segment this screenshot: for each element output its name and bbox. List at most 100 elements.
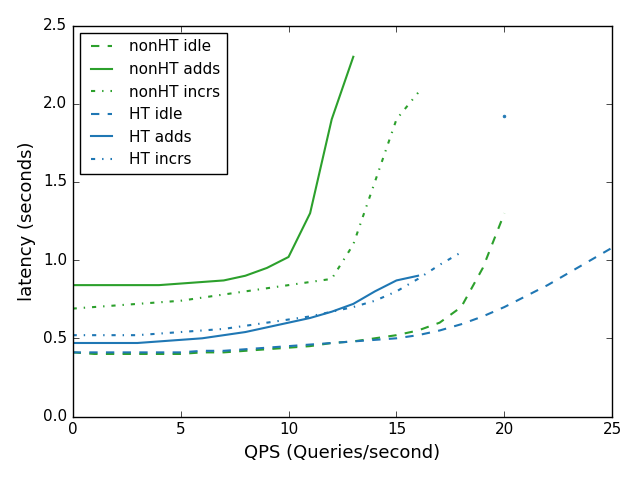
HT idle: [177, 349, 184, 355]
HT incrs: [220, 326, 228, 332]
HT idle: [68, 349, 76, 355]
HT incrs: [241, 323, 249, 329]
nonHT idle: [328, 340, 335, 346]
nonHT idle: [414, 327, 422, 333]
HT adds: [328, 309, 335, 314]
nonHT adds: [90, 282, 98, 288]
HT adds: [241, 329, 249, 335]
HT idle: [522, 293, 530, 299]
HT incrs: [392, 288, 400, 294]
HT idle: [349, 338, 357, 344]
nonHT adds: [328, 117, 335, 122]
nonHT incrs: [241, 288, 249, 294]
nonHT adds: [263, 265, 271, 271]
nonHT incrs: [285, 282, 292, 288]
HT idle: [241, 347, 249, 352]
HT adds: [90, 340, 98, 346]
HT idle: [587, 257, 595, 263]
nonHT incrs: [414, 90, 422, 96]
nonHT incrs: [220, 292, 228, 298]
HT incrs: [112, 332, 120, 338]
nonHT idle: [112, 351, 120, 357]
nonHT incrs: [371, 179, 379, 185]
nonHT incrs: [155, 300, 163, 305]
nonHT idle: [177, 351, 184, 357]
HT adds: [177, 337, 184, 343]
HT idle: [155, 349, 163, 355]
nonHT incrs: [307, 279, 314, 285]
HT idle: [479, 313, 486, 319]
nonHT incrs: [177, 298, 184, 304]
nonHT incrs: [392, 117, 400, 122]
Line: HT incrs: HT incrs: [72, 252, 461, 335]
HT incrs: [414, 276, 422, 282]
nonHT adds: [134, 282, 141, 288]
HT incrs: [436, 262, 444, 268]
nonHT incrs: [263, 286, 271, 291]
HT idle: [285, 343, 292, 349]
HT incrs: [371, 298, 379, 304]
HT incrs: [285, 317, 292, 323]
nonHT adds: [198, 279, 206, 285]
nonHT idle: [241, 348, 249, 354]
HT adds: [414, 273, 422, 278]
nonHT adds: [112, 282, 120, 288]
HT idle: [90, 349, 98, 355]
HT incrs: [349, 304, 357, 310]
nonHT idle: [479, 265, 486, 271]
HT idle: [263, 345, 271, 350]
Line: nonHT idle: nonHT idle: [72, 213, 504, 354]
nonHT idle: [371, 336, 379, 341]
HT idle: [609, 245, 616, 251]
nonHT idle: [134, 351, 141, 357]
HT idle: [414, 332, 422, 338]
Y-axis label: latency (seconds): latency (seconds): [18, 141, 36, 301]
nonHT adds: [285, 254, 292, 260]
nonHT idle: [263, 347, 271, 352]
Line: HT idle: HT idle: [72, 248, 612, 352]
nonHT incrs: [134, 301, 141, 307]
Legend: nonHT idle, nonHT adds, nonHT incrs, HT idle, HT adds, HT incrs: nonHT idle, nonHT adds, nonHT incrs, HT …: [80, 33, 227, 174]
nonHT incrs: [90, 304, 98, 310]
HT incrs: [198, 327, 206, 333]
nonHT idle: [436, 320, 444, 325]
nonHT adds: [307, 210, 314, 216]
HT incrs: [134, 332, 141, 338]
HT incrs: [155, 331, 163, 336]
HT adds: [285, 320, 292, 325]
HT idle: [500, 304, 508, 310]
Line: HT adds: HT adds: [72, 276, 418, 343]
HT idle: [565, 270, 573, 276]
nonHT idle: [285, 345, 292, 350]
HT incrs: [263, 320, 271, 325]
nonHT idle: [392, 332, 400, 338]
HT adds: [307, 315, 314, 321]
HT incrs: [90, 332, 98, 338]
HT idle: [328, 340, 335, 346]
HT incrs: [328, 309, 335, 314]
HT idle: [112, 349, 120, 355]
nonHT idle: [500, 210, 508, 216]
nonHT idle: [155, 351, 163, 357]
nonHT idle: [90, 351, 98, 357]
Line: nonHT adds: nonHT adds: [72, 57, 353, 285]
HT adds: [134, 340, 141, 346]
nonHT adds: [349, 54, 357, 60]
HT idle: [436, 327, 444, 333]
HT idle: [458, 321, 465, 327]
nonHT incrs: [68, 306, 76, 312]
Line: nonHT incrs: nonHT incrs: [72, 93, 418, 309]
nonHT adds: [68, 282, 76, 288]
nonHT idle: [198, 349, 206, 355]
nonHT adds: [241, 273, 249, 278]
nonHT adds: [177, 281, 184, 287]
HT adds: [263, 324, 271, 330]
HT incrs: [68, 332, 76, 338]
nonHT adds: [220, 277, 228, 283]
HT idle: [307, 342, 314, 348]
HT adds: [371, 288, 379, 294]
HT idle: [392, 336, 400, 341]
nonHT adds: [155, 282, 163, 288]
nonHT idle: [458, 304, 465, 310]
HT adds: [112, 340, 120, 346]
